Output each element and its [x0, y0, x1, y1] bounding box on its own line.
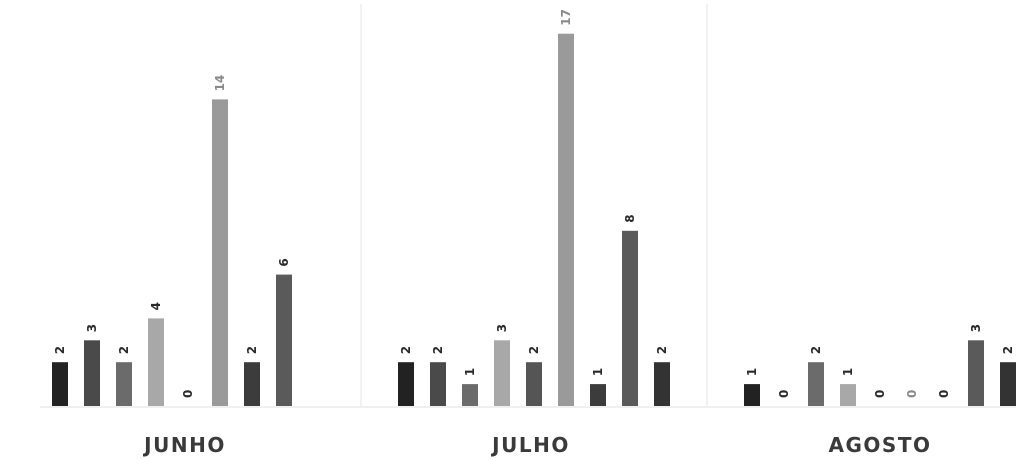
bar-agosto-3 — [808, 362, 824, 406]
value-label-agosto-6: 0 — [905, 390, 919, 398]
value-label-julho-8: 8 — [623, 214, 637, 222]
bar-agosto-4 — [840, 384, 856, 406]
bar-julho-5 — [526, 362, 542, 406]
value-label-julho-1: 2 — [399, 346, 413, 354]
bar-junho-7 — [244, 362, 260, 406]
value-label-julho-7: 1 — [591, 368, 605, 376]
value-label-julho-5: 2 — [527, 346, 541, 354]
value-label-junho-2: 3 — [85, 324, 99, 332]
value-label-agosto-1: 1 — [745, 368, 759, 376]
value-label-agosto-7: 0 — [937, 390, 951, 398]
value-label-agosto-8: 3 — [969, 324, 983, 332]
category-label-julho: JULHO — [490, 433, 570, 457]
bar-julho-1 — [398, 362, 414, 406]
bar-agosto-9 — [1000, 362, 1016, 406]
bar-julho-3 — [462, 384, 478, 406]
value-label-agosto-4: 1 — [841, 368, 855, 376]
bar-junho-3 — [116, 362, 132, 406]
bar-julho-7 — [590, 384, 606, 406]
value-label-junho-6: 14 — [213, 75, 227, 92]
value-label-junho-3: 2 — [117, 346, 131, 354]
bar-agosto-1 — [744, 384, 760, 406]
value-label-julho-3: 1 — [463, 368, 477, 376]
value-label-junho-8: 6 — [277, 258, 291, 266]
bar-junho-4 — [148, 318, 164, 406]
value-label-junho-7: 2 — [245, 346, 259, 354]
category-label-junho: JUNHO — [142, 433, 226, 457]
value-label-agosto-3: 2 — [809, 346, 823, 354]
bar-junho-2 — [84, 340, 100, 406]
bar-julho-9 — [654, 362, 670, 406]
bar-julho-2 — [430, 362, 446, 406]
bar-julho-6 — [558, 33, 574, 406]
value-label-junho-4: 4 — [149, 302, 163, 310]
value-label-junho-1: 2 — [53, 346, 67, 354]
bars-layer — [52, 33, 1016, 407]
value-label-agosto-9: 2 — [1001, 346, 1015, 354]
value-label-agosto-2: 0 — [777, 390, 791, 398]
bar-junho-8 — [276, 274, 292, 406]
value-label-julho-6: 17 — [559, 9, 573, 26]
bar-julho-4 — [494, 340, 510, 406]
category-label-agosto: AGOSTO — [829, 433, 932, 457]
bar-agosto-8 — [968, 340, 984, 406]
category-labels-layer: JUNHO JULHO AGOSTO — [142, 433, 932, 457]
group-dividers — [360, 4, 708, 406]
value-label-julho-2: 2 — [431, 346, 445, 354]
value-labels-layer: 2 3 2 4 0 14 2 6 2 2 1 3 2 17 1 8 2 1 0 2 1 0 0 0 3 2 — [53, 9, 1015, 398]
value-label-agosto-5: 0 — [873, 390, 887, 398]
bar-junho-6 — [212, 99, 228, 407]
bar-julho-8 — [622, 230, 638, 406]
value-label-junho-5: 0 — [181, 390, 195, 398]
value-label-julho-4: 3 — [495, 324, 509, 332]
value-label-julho-9: 2 — [655, 346, 669, 354]
bar-junho-1 — [52, 362, 68, 406]
